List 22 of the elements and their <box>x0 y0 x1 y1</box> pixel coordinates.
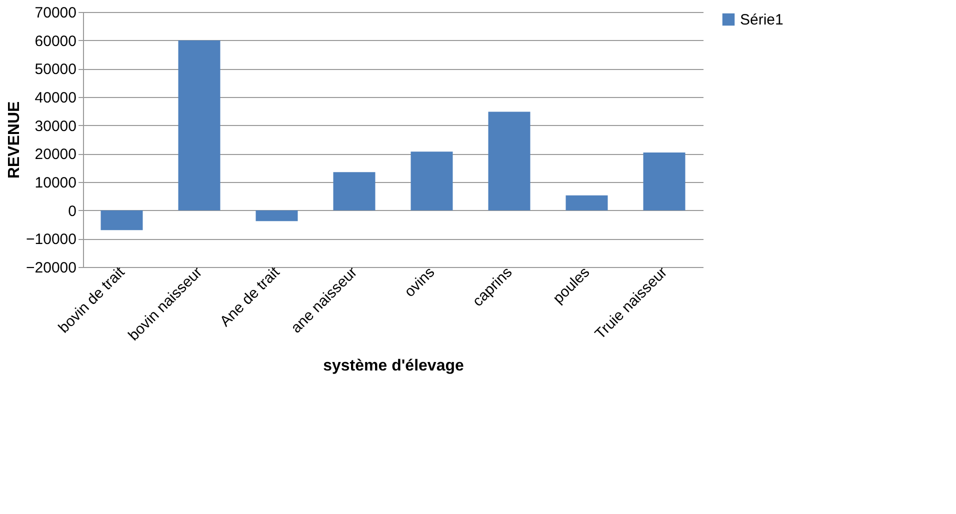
bar <box>410 152 453 210</box>
bar <box>178 40 220 210</box>
y-tick-label: 50000 <box>34 61 76 78</box>
y-tick-label: 20000 <box>34 146 76 164</box>
y-tick-label: 10000 <box>34 174 76 192</box>
y-tick-label: −10000 <box>26 231 76 248</box>
bar <box>333 172 376 210</box>
y-tick-label: 40000 <box>34 90 76 106</box>
bar <box>256 210 298 222</box>
y-tick-label: 70000 <box>34 4 76 22</box>
y-tick-label: 30000 <box>34 118 76 135</box>
x-tick-label: Ane de trait <box>216 263 284 330</box>
y-tick-label: −20000 <box>26 260 76 276</box>
legend-label: Série1 <box>740 12 784 28</box>
y-axis-title: REVENUE <box>6 101 24 179</box>
bar <box>100 210 143 230</box>
y-tick-label: 60000 <box>34 32 76 50</box>
x-axis-title: système d'élevage <box>323 358 464 375</box>
bar <box>643 152 686 210</box>
bar <box>566 195 608 210</box>
bar <box>488 112 530 210</box>
y-tick-label: 0 <box>68 202 76 220</box>
